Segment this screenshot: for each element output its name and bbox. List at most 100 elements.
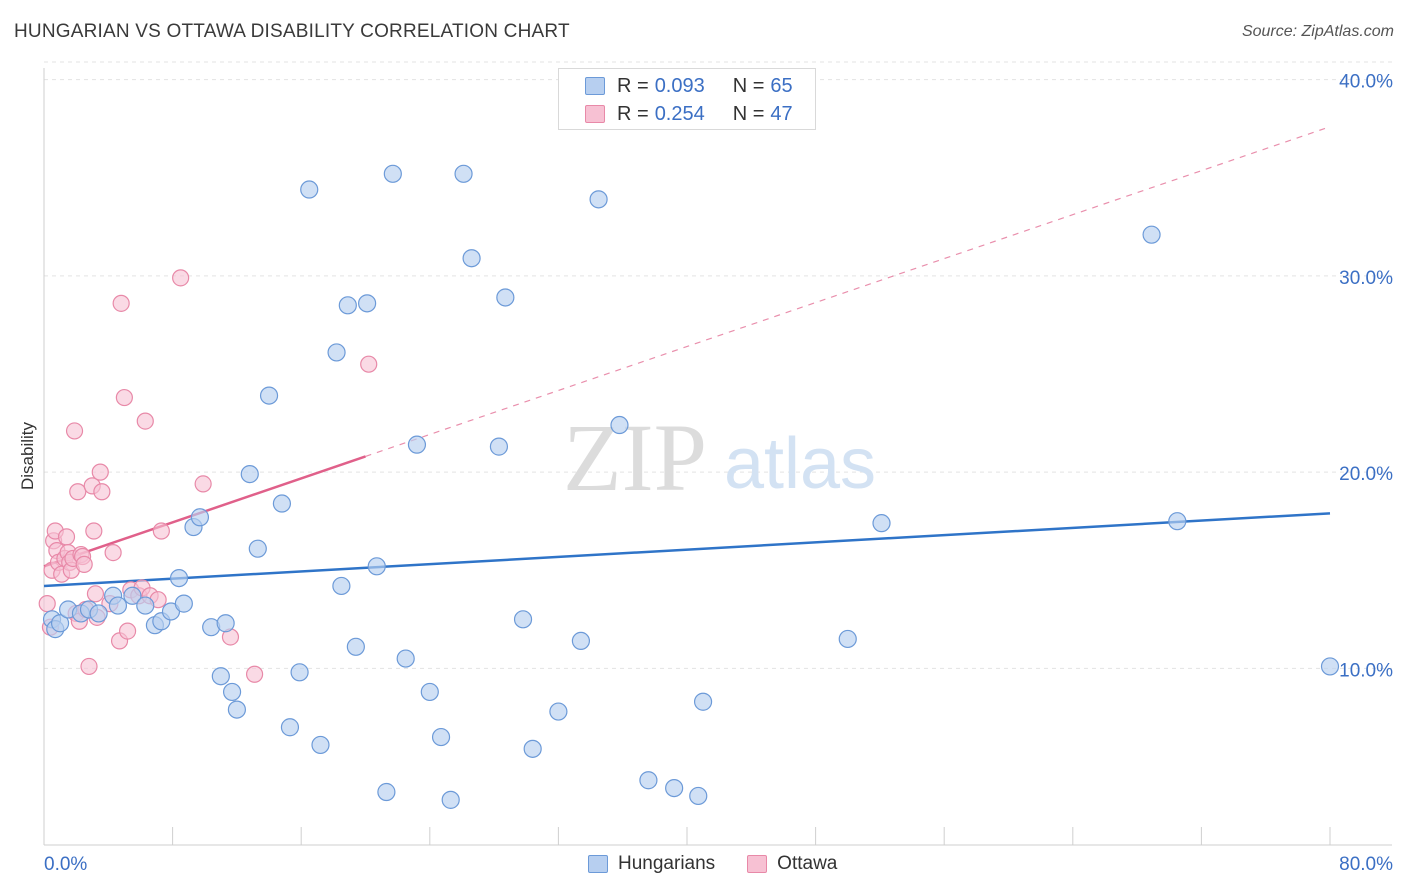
point-hungarians: [571, 631, 591, 651]
source-credit: Source: ZipAtlas.com: [1241, 23, 1394, 40]
point-ottawa: [360, 355, 378, 373]
point-ottawa: [69, 483, 87, 501]
point-hungarians: [639, 771, 658, 790]
legend-swatch-blue: [585, 77, 605, 95]
point-ottawa: [75, 555, 93, 573]
legend-item-ottawa[interactable]: Ottawa: [747, 853, 837, 875]
point-hungarians: [872, 514, 891, 533]
watermark-atlas: atlas: [724, 424, 876, 504]
point-hungarians: [610, 415, 629, 435]
point-ottawa: [136, 412, 154, 430]
r-label: R =: [617, 74, 649, 97]
point-hungarians: [211, 667, 230, 686]
point-hungarians: [377, 782, 396, 802]
point-hungarians: [190, 508, 210, 527]
point-hungarians: [358, 294, 377, 313]
point-hungarians: [259, 386, 279, 405]
point-hungarians: [222, 682, 242, 702]
point-ottawa: [85, 522, 103, 540]
point-hungarians: [280, 718, 300, 737]
gridlines: [44, 61, 1392, 669]
watermark-zip: ZIP: [563, 404, 707, 511]
trend-line-hungarians: [43, 512, 1331, 588]
point-hungarians: [489, 437, 509, 456]
point-hungarians: [589, 190, 608, 209]
axes: [43, 68, 1392, 846]
point-hungarians: [367, 557, 386, 576]
point-hungarians: [248, 539, 267, 558]
n-value: 65: [770, 74, 793, 97]
legend-swatch-pink: [585, 105, 605, 123]
point-hungarians: [462, 249, 481, 268]
y-tick-label: 30.0%: [1339, 268, 1393, 289]
point-hungarians: [441, 790, 460, 809]
point-hungarians: [407, 435, 427, 454]
point-hungarians: [454, 164, 473, 183]
point-hungarians: [300, 180, 319, 199]
point-hungarians: [272, 494, 292, 513]
trend-line-ottawa-extension: [365, 126, 1331, 457]
point-ottawa: [91, 463, 109, 481]
point-ottawa: [115, 388, 133, 407]
point-ottawa: [172, 269, 190, 287]
point-hungarians: [838, 629, 857, 649]
point-ottawa: [112, 294, 130, 312]
legend-row-ottawa: R = 0.254 N = 47: [585, 102, 793, 126]
r-label: R =: [617, 102, 649, 125]
point-ottawa: [65, 422, 84, 440]
point-ottawa: [152, 522, 170, 540]
legend-swatch-blue: [588, 855, 608, 873]
point-hungarians: [1142, 225, 1161, 244]
point-hungarians: [240, 464, 259, 484]
point-hungarians: [665, 778, 684, 798]
point-ottawa: [57, 528, 76, 546]
legend-swatch-pink: [747, 855, 768, 873]
point-ottawa: [245, 665, 264, 683]
point-hungarians: [216, 614, 235, 633]
n-value: 47: [770, 102, 793, 125]
x-tick-label-max: 80.0%: [1339, 854, 1393, 875]
y-tick-label: 10.0%: [1339, 660, 1393, 681]
correlation-legend: R = 0.093 N = 65 R = 0.254 N = 47: [558, 68, 816, 130]
point-hungarians: [1168, 512, 1187, 531]
point-hungarians: [123, 586, 142, 605]
point-hungarians: [396, 649, 415, 668]
point-hungarians: [1320, 657, 1340, 676]
point-hungarians: [174, 594, 193, 613]
point-hungarians: [523, 739, 542, 758]
point-hungarians: [327, 343, 346, 362]
point-hungarians: [169, 568, 189, 588]
point-ottawa: [118, 622, 137, 640]
point-hungarians: [420, 682, 439, 702]
series-legend: Hungarians Ottawa: [588, 852, 869, 876]
trend-lines: [43, 126, 1331, 588]
x-tick-label-min: 0.0%: [44, 854, 87, 875]
r-value: 0.254: [654, 102, 705, 125]
point-hungarians: [290, 663, 309, 682]
legend-label-hungarians: Hungarians: [618, 853, 716, 874]
n-label: N =: [732, 102, 765, 125]
y-tick-label: 20.0%: [1339, 464, 1393, 485]
point-hungarians: [693, 692, 713, 711]
r-value: 0.093: [654, 74, 705, 97]
point-hungarians: [513, 610, 533, 629]
watermark: ZIP atlas: [563, 404, 876, 511]
point-hungarians: [496, 288, 515, 307]
point-ottawa: [93, 483, 111, 501]
point-hungarians: [549, 702, 568, 721]
n-label: N =: [732, 74, 765, 97]
point-hungarians: [431, 727, 451, 747]
point-ottawa: [86, 585, 105, 603]
point-hungarians: [227, 700, 246, 719]
point-ottawa: [104, 543, 122, 562]
y-tick-label: 40.0%: [1339, 72, 1393, 93]
tick-labels: 10.0% 20.0% 30.0% 40.0% 0.0% 80.0%: [44, 72, 1393, 875]
legend-row-hungarians: R = 0.093 N = 65: [585, 74, 793, 98]
chart-title: HUNGARIAN VS OTTAWA DISABILITY CORRELATI…: [14, 21, 570, 42]
legend-item-hungarians[interactable]: Hungarians: [588, 853, 715, 875]
data-points: [38, 164, 1340, 809]
point-hungarians: [108, 596, 128, 615]
point-hungarians: [89, 604, 108, 623]
point-hungarians: [689, 786, 708, 806]
